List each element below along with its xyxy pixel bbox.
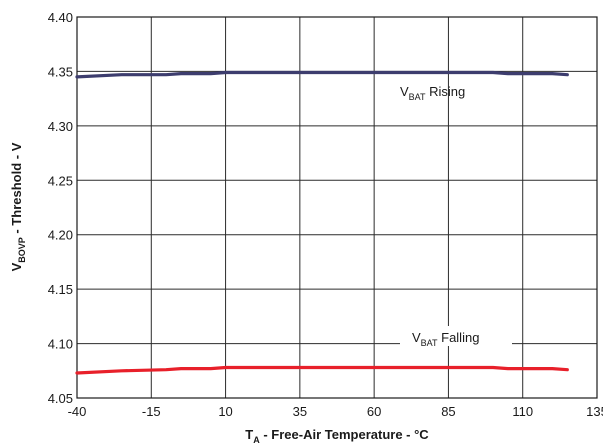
x-tick-label: -15 <box>142 404 161 419</box>
series-label-falling: VBAT Falling <box>412 330 479 348</box>
y-tick-label: 4.40 <box>48 10 73 25</box>
y-tick-label: 4.35 <box>48 64 73 79</box>
series-label-rising: VBAT Rising <box>400 84 465 102</box>
series-lines <box>75 70 569 375</box>
series-line-1 <box>75 365 569 375</box>
x-tick-label: 85 <box>441 404 455 419</box>
tick-labels: -40 -15 10 35 60 85 110 135 4.05 4.10 4.15 4.20 4.25… <box>48 10 603 419</box>
y-tick-label: 4.10 <box>48 337 73 352</box>
y-tick-label: 4.30 <box>48 119 73 134</box>
y-tick-label: 4.05 <box>48 391 73 406</box>
x-tick-label: 60 <box>367 404 381 419</box>
x-tick-label: 10 <box>218 404 232 419</box>
y-axis-title: VBOVP - Threshold - V <box>9 142 27 271</box>
x-tick-label: 35 <box>293 404 307 419</box>
x-axis-title: TA - Free-Air Temperature - °C <box>245 427 429 445</box>
x-tick-label: 135 <box>586 404 603 419</box>
plot-frame <box>76 16 598 399</box>
y-tick-label: 4.25 <box>48 173 73 188</box>
grid-lines <box>77 17 597 398</box>
x-tick-label: 110 <box>512 404 533 419</box>
series-label-background-falling <box>400 326 512 346</box>
y-tick-label: 4.20 <box>48 228 73 243</box>
y-tick-label: 4.15 <box>48 282 73 297</box>
series-line-0 <box>75 70 569 79</box>
x-tick-label: -40 <box>68 404 87 419</box>
